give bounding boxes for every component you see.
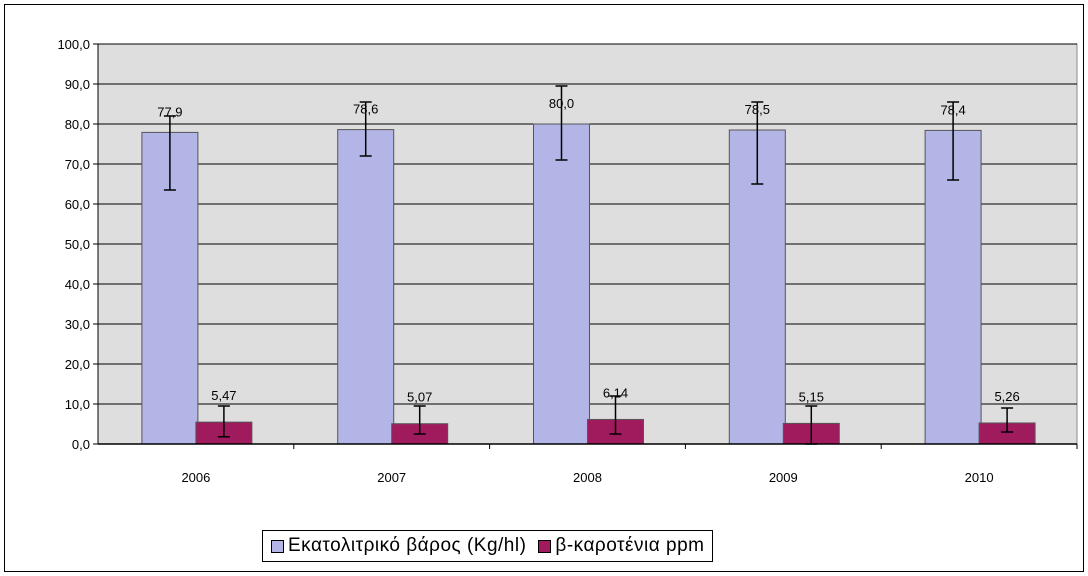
x-tick-label: 2010 xyxy=(965,470,994,485)
y-tick-label: 80,0 xyxy=(65,117,90,132)
y-tick-label: 40,0 xyxy=(65,277,90,292)
error-bars xyxy=(163,85,1014,445)
data-label: 5,15 xyxy=(799,389,824,404)
y-tick-label: 20,0 xyxy=(65,357,90,372)
x-tick-label: 2008 xyxy=(573,470,602,485)
data-label: 77,9 xyxy=(157,104,182,119)
y-tick-label: 100,0 xyxy=(57,37,90,52)
legend-swatch-series-2 xyxy=(538,539,552,553)
legend-label-series-1: Εκατολιτρικό βάρος (Kg/hl) xyxy=(288,535,527,556)
bar xyxy=(533,123,590,445)
y-tick-label: 60,0 xyxy=(65,197,90,212)
x-tick-label: 2007 xyxy=(377,470,406,485)
y-axis: 0,0 10,0 20,0 30,0 40,0 50,0 60,0 70,0 80,0 90,0 1… xyxy=(57,37,99,452)
data-label: 5,47 xyxy=(211,388,236,403)
legend-swatch-series-1 xyxy=(271,539,284,553)
data-label: 78,5 xyxy=(745,102,770,117)
y-tick-label: 90,0 xyxy=(65,77,90,92)
bar xyxy=(924,129,982,445)
x-tick-label: 2009 xyxy=(769,470,798,485)
x-tick-label: 2006 xyxy=(181,470,210,485)
y-tick-label: 50,0 xyxy=(65,237,90,252)
y-tick-label: 0,0 xyxy=(72,437,90,452)
data-labels: 77,9 5,47 78,6 5,07 80,0 6,14 78,5 5,15 78,4 5,26 xyxy=(157,96,1020,405)
y-tick-label: 10,0 xyxy=(65,397,90,412)
y-tick-label: 30,0 xyxy=(65,317,90,332)
legend-label-series-2: β-καροτένια ppm xyxy=(555,535,705,556)
data-label: 5,26 xyxy=(994,389,1019,404)
data-label: 80,0 xyxy=(549,96,574,111)
legend: Εκατολιτρικό βάρος (Kg/hl) β-καροτένια p… xyxy=(262,530,714,562)
data-label: 78,4 xyxy=(940,102,965,117)
x-axis: 2006 2007 2008 2009 2010 xyxy=(98,443,1078,485)
y-tick-label: 70,0 xyxy=(65,157,90,172)
data-label: 5,07 xyxy=(407,390,432,405)
data-label: 78,6 xyxy=(353,102,378,117)
bar xyxy=(337,129,395,445)
data-label: 6,14 xyxy=(603,385,628,400)
